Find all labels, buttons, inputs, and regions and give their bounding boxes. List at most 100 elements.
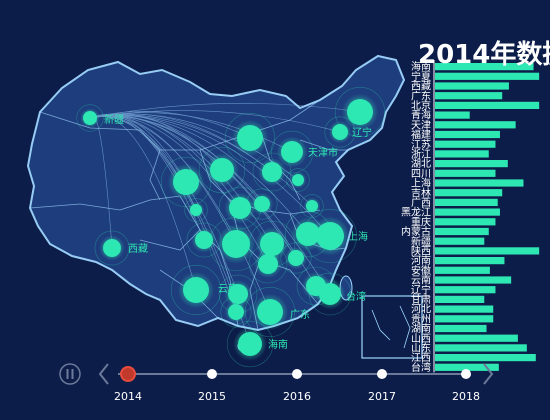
bar[interactable] (435, 257, 505, 265)
bar[interactable] (435, 334, 518, 342)
bar[interactable] (435, 363, 499, 371)
city-bubble[interactable] (258, 254, 278, 274)
bubble-ripple (334, 87, 385, 138)
bar[interactable] (435, 344, 527, 352)
timeline-year-label[interactable]: 2016 (283, 390, 311, 403)
bubble-ripple (94, 230, 130, 266)
bar-label: 上海 (411, 177, 431, 190)
flow-line (89, 103, 361, 119)
prev-icon[interactable] (98, 363, 109, 385)
bar[interactable] (435, 160, 508, 168)
city-bubble[interactable] (237, 125, 263, 151)
timeline-year-label[interactable]: 2018 (452, 390, 480, 403)
bar[interactable] (435, 101, 540, 109)
bar[interactable] (435, 324, 487, 333)
bubble-ripple (252, 152, 292, 192)
timeline-point[interactable] (292, 369, 302, 379)
south-china-sea-inset (361, 295, 423, 359)
bar[interactable] (435, 169, 496, 177)
city-bubble[interactable] (288, 250, 304, 266)
city-bubble[interactable] (210, 158, 234, 182)
city-bubble[interactable] (257, 299, 283, 325)
timeline-point[interactable] (461, 369, 471, 379)
bar-label: 福建 (411, 128, 431, 141)
bar[interactable] (435, 111, 470, 119)
map-label: 上海 (348, 230, 368, 243)
bubble-ripple (308, 272, 352, 316)
play-icon[interactable] (59, 363, 81, 385)
city-bubble[interactable] (292, 174, 304, 186)
bar[interactable] (435, 354, 536, 362)
bar-label: 浙江 (411, 149, 431, 161)
bar[interactable] (435, 130, 500, 139)
timeline: 2014 2015 2016 2017 2018 (59, 363, 494, 403)
timeline-point[interactable] (377, 369, 387, 379)
city-bubble[interactable] (316, 222, 344, 250)
bar[interactable] (435, 72, 540, 80)
city-bubble[interactable] (262, 162, 282, 182)
bar[interactable] (435, 63, 534, 71)
bar-label: 山西 (411, 333, 431, 345)
bar-label: 安徽 (411, 264, 431, 277)
timeline-point[interactable] (207, 369, 217, 379)
bubble-ripple (280, 242, 312, 274)
bar[interactable] (435, 286, 496, 294)
flow-line (89, 116, 271, 313)
timeline-year-label[interactable]: 2014 (114, 390, 142, 403)
next-icon[interactable] (483, 363, 494, 385)
city-bubble[interactable] (319, 283, 341, 305)
timeline-point[interactable] (120, 366, 136, 382)
bar[interactable] (435, 247, 540, 255)
city-bubble[interactable] (306, 200, 318, 212)
city-bubble[interactable] (229, 197, 251, 219)
bar[interactable] (435, 198, 498, 206)
map-label: 海南 (268, 338, 288, 351)
bar[interactable] (435, 227, 489, 236)
city-bubble[interactable] (222, 230, 250, 258)
bar[interactable] (435, 208, 500, 216)
bar-label: 江苏 (411, 138, 431, 151)
city-bubble[interactable] (228, 284, 248, 304)
city-bubble[interactable] (103, 239, 121, 257)
city-bubble[interactable] (228, 304, 244, 320)
city-bubble[interactable] (173, 169, 199, 195)
city-bubble[interactable] (238, 332, 262, 356)
bar[interactable] (435, 218, 496, 226)
bubble-ripple (300, 194, 324, 218)
bar[interactable] (435, 150, 489, 158)
bar[interactable] (435, 276, 512, 284)
bar[interactable] (435, 295, 485, 303)
city-bubble[interactable] (195, 231, 213, 249)
bar[interactable] (435, 179, 524, 187)
bar[interactable] (435, 237, 485, 245)
bar[interactable] (435, 266, 490, 274)
bar-label: 天津 (411, 119, 431, 131)
timeline-year-label[interactable]: 2015 (198, 390, 226, 403)
bar-label: 北京 (411, 99, 431, 112)
bar[interactable] (435, 121, 516, 129)
bubble-ripple (303, 209, 357, 263)
city-bubble[interactable] (281, 141, 303, 163)
flow-line (89, 111, 251, 139)
bar-label: 台湾 (411, 361, 431, 374)
map-label: 广东 (290, 308, 310, 321)
city-bubble[interactable] (83, 111, 97, 125)
bar[interactable] (435, 305, 494, 313)
bar-label: 江西 (411, 352, 431, 364)
bar-label: 内蒙古 (401, 225, 431, 238)
bar[interactable] (435, 82, 509, 90)
city-bubble[interactable] (190, 204, 202, 216)
bar[interactable] (435, 140, 496, 148)
chart-title: 2014年数据 (418, 40, 550, 70)
timeline-year-label[interactable]: 2017 (368, 390, 396, 403)
city-bubble[interactable] (254, 196, 270, 212)
city-bubble[interactable] (183, 277, 209, 303)
city-bubble[interactable] (332, 124, 348, 140)
city-bubble[interactable] (347, 99, 373, 125)
bar-label: 辽宁 (411, 283, 431, 296)
bar[interactable] (435, 315, 494, 323)
bar[interactable] (435, 189, 503, 197)
bar[interactable] (435, 92, 503, 100)
city-bubble[interactable] (260, 232, 284, 256)
